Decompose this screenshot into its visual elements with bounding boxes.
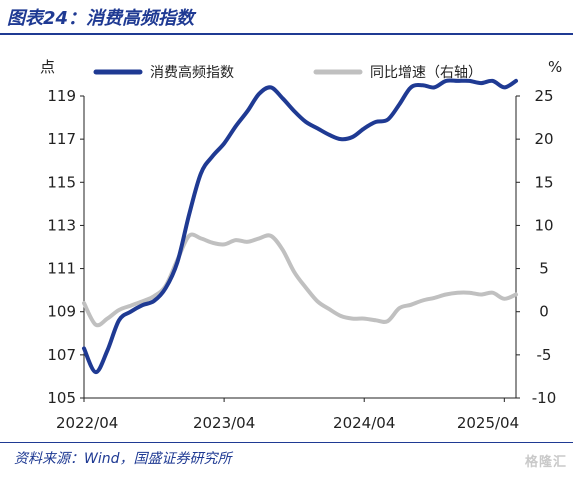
x-tick-label: 2025/04 bbox=[457, 414, 519, 432]
title-rule bbox=[0, 33, 573, 35]
left-tick-label: 119 bbox=[47, 87, 76, 105]
left-unit-label: 点 bbox=[40, 58, 55, 76]
right-tick-label: 0 bbox=[539, 303, 549, 321]
left-tick-label: 117 bbox=[47, 130, 76, 148]
right-tick-label: -5 bbox=[537, 346, 552, 364]
right-tick-label: 15 bbox=[534, 173, 553, 191]
x-tick-label: 2023/04 bbox=[193, 414, 255, 432]
left-tick-label: 109 bbox=[47, 303, 76, 321]
right-tick-label: -10 bbox=[532, 389, 557, 407]
left-tick-label: 107 bbox=[47, 346, 76, 364]
legend-label: 消费高频指数 bbox=[150, 64, 234, 81]
right-unit-label: % bbox=[548, 58, 562, 76]
x-tick-label: 2022/04 bbox=[56, 414, 118, 432]
legend-label: 同比增速（右轴） bbox=[370, 65, 482, 81]
right-tick-label: 10 bbox=[534, 216, 553, 234]
watermark: 格隆汇 bbox=[524, 455, 567, 470]
yoy-growth-line bbox=[82, 232, 518, 328]
source-note: 资料来源：Wind，国盛证券研究所 bbox=[14, 451, 232, 467]
right-tick-label: 20 bbox=[534, 130, 553, 148]
right-tick-label: 25 bbox=[534, 87, 553, 105]
line-chart: 105 107 109 111 113 115 117 119 -10 -5 0 5 10 15 20 25 2… bbox=[40, 58, 562, 432]
consumption-index-line bbox=[82, 78, 518, 375]
right-tick-label: 5 bbox=[539, 260, 549, 278]
left-tick-label: 105 bbox=[47, 389, 76, 407]
left-tick-label: 115 bbox=[47, 173, 76, 191]
left-tick-label: 113 bbox=[47, 216, 76, 234]
left-tick-label: 111 bbox=[47, 260, 76, 278]
figure-title: 图表24：消费高频指数 bbox=[7, 8, 195, 29]
chart-axes: 105 107 109 111 113 115 117 119 -10 -5 0 5 10 15 20 25 2… bbox=[40, 58, 562, 432]
x-tick-label: 2024/04 bbox=[333, 414, 395, 432]
source-rule bbox=[0, 442, 573, 443]
chart-series-layer bbox=[82, 78, 518, 375]
chart-legend: 消费高频指数 同比增速（右轴） bbox=[93, 64, 482, 81]
